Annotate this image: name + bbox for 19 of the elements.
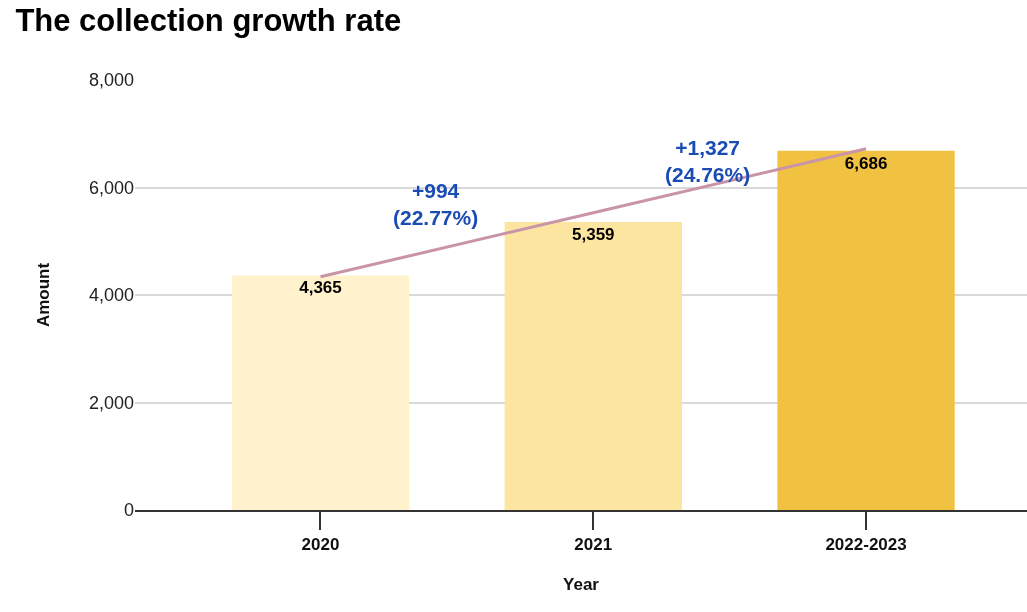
data-label: 4,365 — [299, 278, 342, 298]
y-tick-label: 4,000 — [88, 285, 134, 306]
y-axis-title: Amount — [33, 262, 53, 328]
y-tick-label: 2,000 — [88, 392, 134, 413]
y-tick-label: 6,000 — [88, 177, 134, 198]
annotation: +1,327 (24.76%) — [665, 136, 751, 187]
annotation: +994 (22.77%) — [393, 179, 479, 230]
x-tick-label: 2021 — [574, 535, 613, 555]
x-tick-label: 2020 — [301, 535, 340, 555]
bar — [777, 150, 955, 510]
bar — [504, 221, 682, 510]
data-label: 5,359 — [572, 224, 615, 244]
data-label: 6,686 — [844, 153, 888, 173]
y-tick-label: 0 — [123, 500, 134, 521]
y-tick-label: 8,000 — [88, 70, 134, 91]
bar — [231, 275, 410, 510]
x-axis-title: Year — [563, 575, 600, 595]
chart-title: The collection growth rate — [15, 2, 402, 38]
x-tick-label: 2022-2023 — [825, 535, 907, 555]
